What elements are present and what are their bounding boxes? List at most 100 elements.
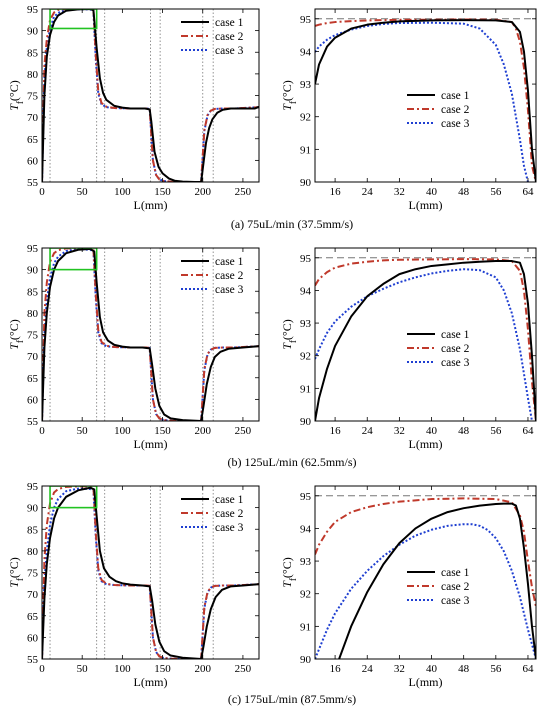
panel-a-zoom: 16 24 32 40 48 56 64 90 91 92 93 94 95 L(mm) Tf(°C) cas… bbox=[280, 8, 537, 212]
legend-label: case 1 bbox=[441, 329, 470, 341]
x-axis-label: L(mm) bbox=[409, 675, 443, 689]
y-tick-label: 60 bbox=[27, 155, 39, 167]
legend: case 1 case 2 case 3 bbox=[181, 256, 244, 296]
series-line-case-2 bbox=[315, 497, 536, 607]
legend-label: case 3 bbox=[215, 522, 244, 534]
legend-label: case 2 bbox=[441, 343, 470, 355]
y-tick-label: 65 bbox=[27, 134, 39, 146]
series-line-case-1 bbox=[338, 502, 536, 659]
series-line-case-2 bbox=[315, 18, 536, 182]
x-tick-label: 32 bbox=[394, 425, 405, 437]
x-tick-label: 250 bbox=[235, 425, 252, 437]
y-axis-label: Tf(°C) bbox=[280, 319, 298, 349]
y-tick-label: 75 bbox=[27, 330, 39, 342]
caption-b: (b) 125uL/min (62.5mm/s) bbox=[228, 455, 357, 469]
series-line-case-3 bbox=[315, 268, 533, 421]
y-tick-label: 94 bbox=[300, 523, 312, 535]
x-tick-label: 64 bbox=[522, 425, 534, 437]
y-tick-label: 85 bbox=[27, 524, 39, 536]
caption-c: (c) 175uL/min (87.5mm/s) bbox=[228, 692, 356, 706]
y-tick-label: 95 bbox=[300, 491, 312, 503]
x-tick-label: 0 bbox=[39, 186, 45, 198]
x-tick-label: 24 bbox=[362, 425, 374, 437]
y-axis-label: Tf(°C) bbox=[280, 557, 298, 587]
legend: case 1 case 2 case 3 bbox=[407, 567, 470, 607]
x-tick-label: 64 bbox=[522, 186, 534, 198]
plot-area bbox=[315, 18, 536, 182]
plot-area bbox=[315, 257, 536, 421]
y-tick-label: 90 bbox=[300, 416, 312, 428]
x-tick-label: 150 bbox=[154, 425, 171, 437]
y-tick-label: 60 bbox=[27, 632, 39, 644]
x-tick-label: 50 bbox=[77, 663, 89, 675]
y-axis-label: Tf(°C) bbox=[7, 557, 25, 587]
x-tick-label: 50 bbox=[77, 186, 89, 198]
y-tick-label: 65 bbox=[27, 611, 39, 623]
y-tick-label: 95 bbox=[27, 4, 39, 16]
y-tick-label: 80 bbox=[27, 546, 39, 558]
zoom-region-box bbox=[49, 248, 98, 271]
y-tick-label: 92 bbox=[300, 351, 311, 363]
x-tick-label: 200 bbox=[194, 663, 211, 675]
y-tick-label: 85 bbox=[27, 47, 39, 59]
panel-b-zoom: 16 24 32 40 48 56 64 90 91 92 93 94 95 L(mm) Tf(°C) cas… bbox=[280, 247, 537, 451]
y-tick-label: 90 bbox=[27, 503, 39, 515]
y-tick-label: 94 bbox=[300, 46, 312, 58]
x-tick-label: 40 bbox=[426, 186, 438, 198]
legend-label: case 2 bbox=[215, 270, 244, 282]
y-tick-label: 55 bbox=[27, 654, 39, 666]
y-tick-label: 92 bbox=[300, 589, 311, 601]
y-tick-label: 93 bbox=[300, 79, 312, 91]
series-line-case-2 bbox=[42, 9, 259, 182]
y-tick-label: 80 bbox=[27, 308, 39, 320]
x-tick-label: 16 bbox=[330, 425, 342, 437]
legend-label: case 3 bbox=[215, 284, 244, 296]
y-tick-label: 85 bbox=[27, 286, 39, 298]
series-line-case-1 bbox=[315, 260, 536, 421]
x-tick-label: 200 bbox=[194, 425, 211, 437]
legend-label: case 1 bbox=[441, 90, 470, 102]
y-tick-label: 95 bbox=[300, 253, 312, 265]
y-tick-label: 65 bbox=[27, 373, 39, 385]
x-tick-label: 0 bbox=[39, 425, 45, 437]
x-tick-label: 24 bbox=[362, 186, 374, 198]
x-tick-label: 64 bbox=[522, 663, 534, 675]
legend-label: case 2 bbox=[441, 581, 470, 593]
legend: case 1 case 2 case 3 bbox=[407, 329, 470, 369]
y-tick-label: 95 bbox=[27, 243, 39, 255]
y-tick-label: 95 bbox=[27, 481, 39, 493]
y-tick-label: 75 bbox=[27, 91, 39, 103]
y-tick-label: 55 bbox=[27, 177, 39, 189]
legend: case 1 case 2 case 3 bbox=[181, 17, 244, 57]
x-tick-label: 56 bbox=[490, 663, 502, 675]
series-line-case-1 bbox=[42, 486, 259, 659]
x-tick-label: 150 bbox=[154, 186, 171, 198]
y-tick-label: 91 bbox=[300, 144, 311, 156]
y-axis-label: Tf(°C) bbox=[7, 80, 25, 110]
x-tick-label: 0 bbox=[39, 663, 45, 675]
y-tick-label: 70 bbox=[27, 589, 39, 601]
legend-label: case 1 bbox=[441, 567, 470, 579]
legend-label: case 3 bbox=[441, 118, 470, 130]
x-axis-label: L(mm) bbox=[134, 198, 168, 212]
series-line-case-1 bbox=[315, 19, 536, 182]
legend-label: case 3 bbox=[441, 357, 470, 369]
x-axis-label: L(mm) bbox=[134, 675, 168, 689]
plot-area bbox=[315, 495, 536, 659]
x-tick-label: 48 bbox=[458, 663, 470, 675]
y-tick-label: 90 bbox=[27, 265, 39, 277]
x-tick-label: 250 bbox=[235, 663, 252, 675]
legend-label: case 3 bbox=[215, 45, 244, 57]
y-tick-label: 92 bbox=[300, 112, 311, 124]
panel-b-overview: 0 50 100 150 200 250 55 60 65 70 75 80 85 90 95 L(mm) Tf… bbox=[7, 243, 260, 451]
plot-area bbox=[42, 9, 259, 182]
y-tick-label: 90 bbox=[27, 26, 39, 38]
legend: case 1 case 2 case 3 bbox=[181, 494, 244, 534]
y-tick-label: 90 bbox=[300, 177, 312, 189]
axis-frame bbox=[314, 247, 537, 422]
axis-frame bbox=[314, 485, 537, 660]
y-tick-label: 95 bbox=[300, 14, 312, 26]
y-tick-label: 75 bbox=[27, 568, 39, 580]
axis-frame bbox=[314, 8, 537, 183]
